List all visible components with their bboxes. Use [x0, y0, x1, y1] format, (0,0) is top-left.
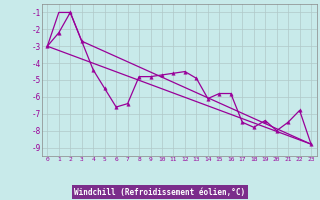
- Text: Windchill (Refroidissement éolien,°C): Windchill (Refroidissement éolien,°C): [75, 188, 245, 196]
